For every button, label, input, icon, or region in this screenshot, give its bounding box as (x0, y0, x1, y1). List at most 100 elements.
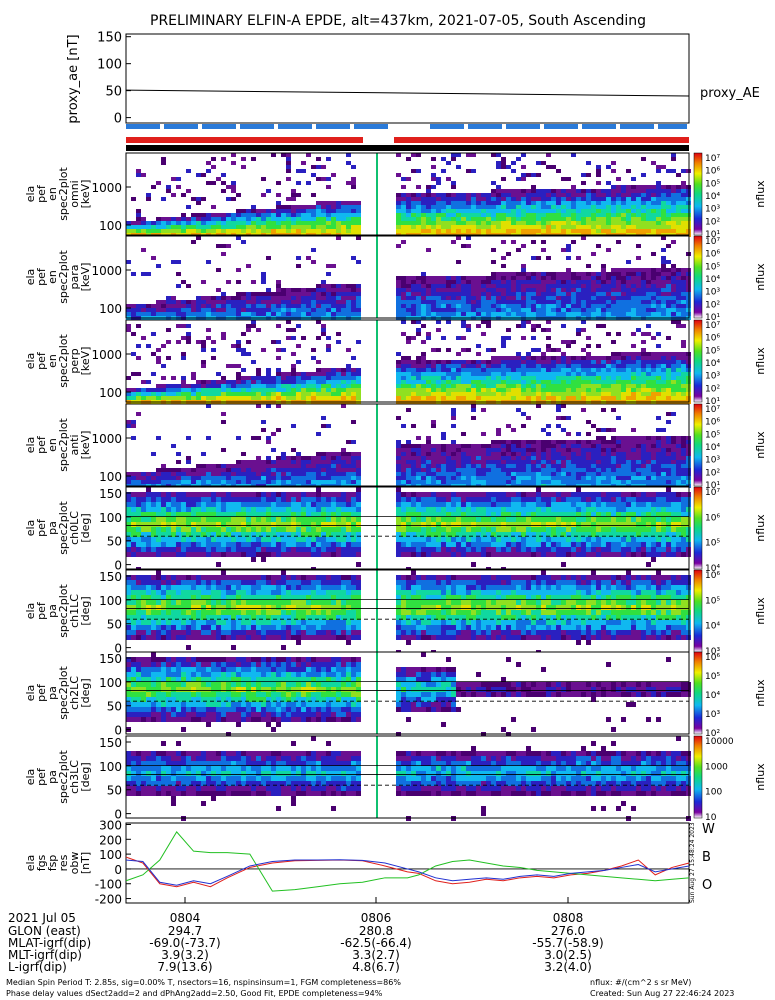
colorbar-tick-label: 10000 (705, 737, 734, 747)
colorbar-tick-label: 10⁶ (705, 167, 720, 177)
spectrogram-ylabel: elapefpaspec2plotch1LC[deg] (24, 584, 92, 638)
legend-o: O (702, 878, 712, 893)
colorbar-tick-label: 10⁶ (705, 418, 720, 428)
colorbar: 10⁷ 10⁶ 10⁵ 10⁴ 10³ 10² 10¹ nflux (693, 403, 767, 491)
colorbar-label: nflux (754, 763, 767, 791)
blue-bar-segment (506, 124, 540, 129)
colorbar: 10⁷ 10⁶ 10⁵ 10⁴ nflux (693, 486, 767, 574)
colorbar: 10⁶ 10⁵ 10⁴ 10³ nflux (693, 569, 767, 657)
footer-row-value: 3.2(4.0) (544, 960, 592, 974)
colorbar-tick-label: 10⁷ (705, 321, 720, 331)
blue-bar-segment (354, 124, 388, 129)
colorbar-tick-label: 10⁵ (705, 262, 720, 272)
spectrogram-ytick-label: 100 (99, 219, 122, 233)
colorbar-tick-label: 10³ (705, 288, 720, 298)
colorbar-tick-label: 10³ (705, 456, 720, 466)
footer-row-label: MLT-igrf(dip) (8, 948, 82, 962)
footer-created: Created: Sun Aug 27 22:46:24 2023 (590, 989, 734, 998)
spectrogram-ylabel: elapefenspec2plotpara[keV] (24, 250, 92, 304)
spectrogram-ytick-label: 150 (99, 736, 122, 750)
blue-bar-segment (582, 124, 616, 129)
colorbar-label: nflux (754, 597, 767, 625)
legend-b: B (702, 850, 711, 865)
footer-row-value: -55.7(-58.9) (532, 936, 603, 950)
colorbar-tick-label: 10⁵ (705, 430, 720, 440)
colorbar-tick-label: 10⁶ (705, 334, 720, 344)
spectrogram-ytick-label: 50 (107, 784, 122, 798)
colorbar-tick-label: 10² (705, 300, 720, 310)
footer-row-value: 280.8 (359, 924, 393, 938)
colorbar-tick-label: 10⁵ (705, 596, 720, 606)
colorbar-tick-label: 10 (705, 813, 717, 823)
spectrogram-panel: 150100500elapefpaspec2plotch0LC[deg]10⁷1… (24, 486, 767, 574)
colorbar-tick-label: 1000 (705, 762, 728, 772)
bfield-ytick-label: -200 (95, 893, 122, 907)
colorbar-label: nflux (754, 263, 767, 291)
spectrogram-ytick-label: 150 (99, 487, 122, 501)
footer: 2021 Jul 05 0804 0806 0808 GLON (east) 294.… (6, 897, 734, 998)
colorbar-tick-label: 10⁴ (705, 359, 720, 369)
colorbar-label: nflux (754, 431, 767, 459)
colorbar-tick-label: 10⁶ (705, 653, 720, 663)
bfield-ytick-label: 200 (99, 833, 122, 847)
blue-bar-segment (164, 124, 198, 129)
spectrogram-ytick-label: 50 (107, 618, 122, 632)
colorbar: 10⁷ 10⁶ 10⁵ 10⁴ 10³ 10² 10¹ nflux (693, 235, 767, 323)
bfield-ytick-label: 100 (99, 848, 122, 862)
footer-row-value: -62.5(-66.4) (340, 936, 411, 950)
spectrogram-panel: 1000100elapefenspec2plotperp[keV]10⁷10⁶1… (24, 319, 767, 407)
colorbar-tick-label: 10² (705, 729, 720, 739)
spectrogram-ytick-label: 100 (99, 302, 122, 316)
spectrogram-ytick-label: 0 (114, 559, 122, 573)
blue-bar-segment (240, 124, 274, 129)
blue-bar-segment (316, 124, 350, 129)
colorbar-tick-label: 10⁵ (705, 672, 720, 682)
spectrogram-panel: 150100500elapefpaspec2plotch1LC[deg]10⁶1… (24, 569, 767, 657)
spectrogram-ytick-label: 100 (99, 511, 122, 525)
footer-note-1: Median Spin Period T: 2.85s, sig=0.00% T… (6, 978, 401, 987)
spectrogram-ytick-label: 50 (107, 535, 122, 549)
colorbar-label: nflux (754, 679, 767, 707)
spectrogram-ytick-label: 1000 (91, 181, 122, 195)
colorbar-tick-label: 10⁷ (705, 488, 720, 498)
colorbar-tick-label: 10⁴ (705, 192, 720, 202)
colorbar-tick-label: 10³ (705, 710, 720, 720)
figure-title: PRELIMINARY ELFIN-A EPDE, alt=437km, 202… (150, 13, 646, 29)
colorbar-tick-label: 10⁴ (705, 564, 720, 574)
spectrogram-ytick-label: 50 (107, 700, 122, 714)
spectrogram-ytick-label: 100 (99, 676, 122, 690)
blue-bar-segment (658, 124, 687, 129)
spectrogram-ytick-label: 100 (99, 386, 122, 400)
colorbar-tick-label: 10⁶ (705, 571, 720, 581)
bfield-line-o (125, 859, 690, 886)
proxy-ytick-label: 150 (97, 31, 122, 46)
footer-row-value: -69.0(-73.7) (149, 936, 220, 950)
colorbar-tick-label: 10¹ (705, 230, 720, 240)
footer-units: nflux: #/(cm^2 s sr MeV) (590, 978, 691, 987)
spectrogram-ytick-label: 150 (99, 652, 122, 666)
colorbar-tick-label: 10² (705, 217, 720, 227)
spectrogram-ylabel: elapefpaspec2plotch0LC[deg] (24, 501, 92, 555)
colorbar: 10⁷ 10⁶ 10⁵ 10⁴ 10³ 10² 10¹ nflux (693, 319, 767, 407)
colorbar-tick-label: 10⁵ (705, 179, 720, 189)
colorbar-tick-label: 10¹ (705, 397, 720, 407)
bfield-ytick-label: -100 (95, 878, 122, 892)
spectrogram-ylabel: elapefpaspec2plotch3LC[deg] (24, 750, 92, 804)
spectrogram-ytick-label: 100 (99, 470, 122, 484)
spectrogram-panel: 1000100elapefenspec2plotanti[keV]10⁷10⁶1… (24, 403, 767, 491)
footer-tick-label: 0806 (361, 911, 392, 925)
blue-bar-segment (468, 124, 502, 129)
blue-bar-segment (430, 124, 464, 129)
colorbar-label: nflux (754, 347, 767, 375)
footer-row-value: 294.7 (168, 924, 202, 938)
colorbar-tick-label: 10⁷ (705, 237, 720, 247)
legend-w: W (702, 822, 715, 837)
spectrogram-ytick-label: 100 (99, 760, 122, 774)
colorbar-tick-label: 10³ (705, 372, 720, 382)
status-bars (126, 124, 689, 151)
footer-row-label: GLON (east) (8, 924, 81, 938)
spectrogram-ylabel: elapefenspec2plotperp[keV] (24, 334, 92, 388)
spectrogram-ytick-label: 0 (114, 724, 122, 738)
blue-bar-segment (544, 124, 578, 129)
colorbar-tick-label: 10⁴ (705, 691, 720, 701)
